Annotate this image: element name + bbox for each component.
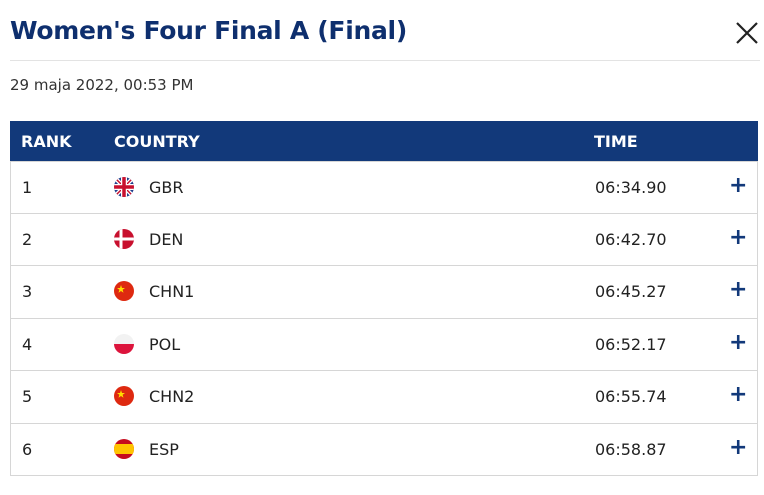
table-row: 4 POL 06:52.17 + [10,318,758,371]
flag [114,228,134,249]
column-header: COUNTRY [114,132,200,151]
country: ESP [149,439,179,459]
flag [114,386,134,406]
time: 06:45.27 [595,282,667,301]
rank: 6 [22,439,33,459]
date: 29 maja 2022, 00:53 PM [10,76,194,94]
rank: 3 [22,282,33,301]
country: CHN2 [149,387,195,406]
country: GBR [149,178,184,197]
time: 06:42.70 [595,229,667,249]
rank: 1 [22,178,33,197]
flag [114,438,134,459]
expand-button[interactable]: + [729,434,748,460]
results-table: RANK COUNTRY TIME 1 GBR 06:34.90 + 2 DEN… [10,121,758,476]
country: CHN1 [149,282,195,301]
time: 06:55.74 [595,387,667,406]
flag [114,333,134,354]
time: 06:58.87 [595,439,667,459]
table-row: 1 GBR 06:34.90 + [10,161,758,214]
column-header: RANK [21,132,72,151]
rank: 4 [22,334,33,354]
country: DEN [149,229,184,249]
close-button[interactable] [734,20,760,46]
table-header: RANK COUNTRY TIME [10,121,758,161]
time: 06:52.17 [595,334,667,354]
flag [114,177,134,197]
expand-button[interactable]: + [729,224,748,250]
expand-button[interactable]: + [729,277,748,302]
table-row: 5 CHN2 06:55.74 + [10,371,758,424]
table-row: 6 ESP 06:58.87 + [10,423,758,476]
country: POL [149,334,181,354]
table-row: 3 CHN1 06:45.27 + [10,266,758,319]
expand-button[interactable]: + [729,382,748,407]
expand-button[interactable]: + [729,173,748,198]
separator [10,60,760,61]
column-header: TIME [594,132,638,151]
rank: 2 [22,229,33,249]
table-row: 2 DEN 06:42.70 + [10,213,758,266]
time: 06:34.90 [595,178,667,197]
modal-title: Women's Four Final A (Final) [10,16,407,45]
flag [114,281,134,301]
expand-button[interactable]: + [729,329,748,355]
rank: 5 [22,387,33,406]
